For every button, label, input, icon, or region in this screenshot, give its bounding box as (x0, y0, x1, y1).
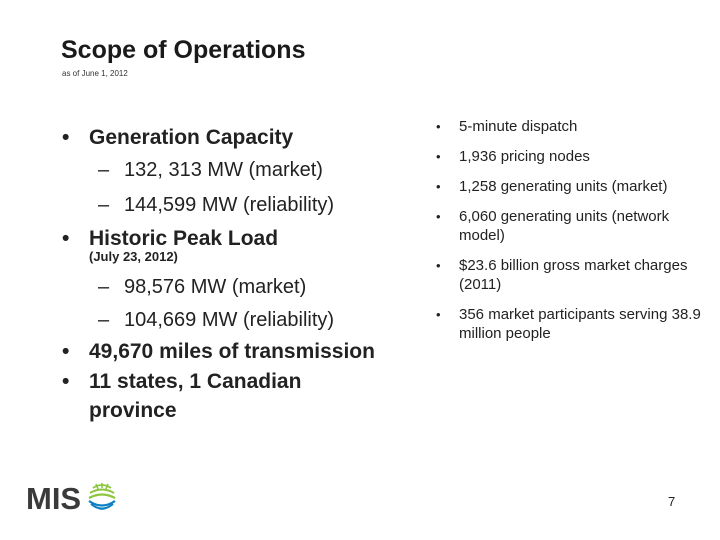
right-item-text: 6,060 generating units (network model) (459, 208, 670, 244)
miso-logo: MIS (26, 479, 122, 516)
logo-text: MIS (26, 481, 81, 515)
sub-bullet-gen-reliability: –144,599 MW (reliability) (62, 188, 422, 223)
right-item-text: 1,936 pricing nodes (459, 148, 590, 165)
bullet-marker: • (62, 126, 70, 149)
bullet-text: 11 states, 1 Canadian province (89, 370, 302, 422)
bullet-marker: • (436, 179, 441, 194)
bullet-marker: • (436, 149, 441, 164)
sub-bullet-text: 144,599 MW (reliability) (124, 194, 335, 216)
right-item-text: 356 market participants serving 38.9 mil… (459, 306, 701, 342)
right-column: • 5-minute dispatch • 1,936 pricing nodes … (436, 117, 706, 354)
sub-bullet-gen-market: –132, 313 MW (market) (62, 153, 422, 188)
dash-marker: – (98, 159, 110, 181)
right-item-pricing-nodes: • 1,936 pricing nodes (436, 147, 706, 166)
bullet-marker: • (436, 307, 441, 322)
right-item-market-participants: • 356 market participants serving 38.9 mi… (436, 305, 720, 343)
sub-bullet-peak-market: –98,576 MW (market) (62, 270, 422, 305)
bullet-historic-peak: • Historic Peak Load (62, 223, 422, 254)
dash-marker: – (98, 309, 110, 331)
right-item-text: 5-minute dispatch (459, 118, 578, 135)
bullet-marker: • (62, 370, 70, 393)
sub-bullet-text: 132, 313 MW (market) (124, 159, 323, 181)
bullet-states: • 11 states, 1 Canadian province (62, 367, 422, 425)
bullet-marker: • (62, 227, 70, 250)
bullet-transmission: • 49,670 miles of transmission (62, 336, 422, 367)
right-item-generating-units-market: • 1,258 generating units (market) (436, 177, 674, 196)
right-item-market-charges: • $23.6 billion gross market charges (201… (436, 256, 709, 294)
sub-bullet-text: 104,669 MW (reliability) (124, 309, 335, 331)
bullet-text: Historic Peak Load (89, 227, 279, 250)
sub-bullet-peak-reliability: –104,669 MW (reliability) (62, 305, 422, 336)
bullet-marker: • (436, 209, 441, 224)
bullet-marker: • (436, 258, 441, 273)
bullet-generation-capacity: • Generation Capacity (62, 122, 422, 153)
bullet-text: 49,670 miles of transmission (89, 340, 375, 363)
peak-date-note: (July 23, 2012) (89, 249, 178, 264)
dash-marker: – (98, 276, 110, 298)
dash-marker: – (98, 194, 110, 216)
right-item-dispatch: • 5-minute dispatch (436, 117, 706, 136)
right-item-text: $23.6 billion gross market charges (2011… (459, 257, 688, 293)
slide-subtitle: as of June 1, 2012 (62, 69, 128, 78)
page-number: 7 (668, 494, 676, 509)
right-item-generating-units-network: • 6,060 generating units (network model) (436, 207, 674, 245)
bullet-marker: • (436, 119, 441, 134)
sub-bullet-text: 98,576 MW (market) (124, 276, 307, 298)
bullet-text: Generation Capacity (89, 126, 294, 149)
slide-title: Scope of Operations (61, 36, 306, 64)
right-item-text: 1,258 generating units (market) (459, 178, 668, 195)
sunburst-globe-icon (88, 482, 116, 510)
miso-logo-graphic: MIS (26, 481, 116, 516)
bullet-marker: • (62, 340, 70, 363)
left-column: • Generation Capacity –132, 313 MW (marke… (62, 122, 422, 425)
